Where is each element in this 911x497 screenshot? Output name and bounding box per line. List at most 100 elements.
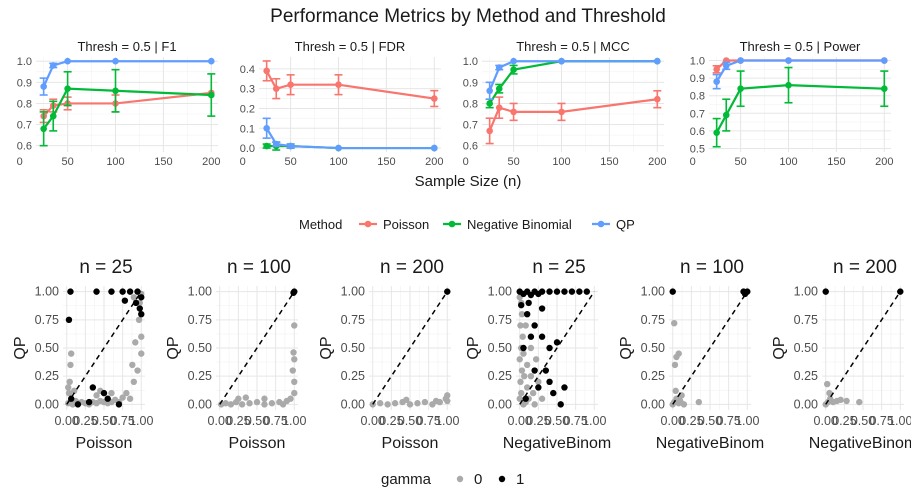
x-tick-label: 0.50	[698, 414, 722, 428]
scatter-point	[741, 290, 749, 298]
data-point	[713, 129, 720, 136]
scatter-point	[695, 398, 703, 406]
y-tick-label: 0.8	[17, 98, 32, 110]
scatter-point	[535, 384, 542, 391]
scatter-point	[522, 322, 529, 329]
x-tick-label: 0.75	[263, 414, 287, 428]
y-axis-label: QP	[318, 336, 335, 359]
scatter-point	[671, 361, 679, 369]
scatter-point	[289, 367, 296, 374]
data-point	[64, 57, 71, 65]
scatter-point	[65, 389, 73, 397]
scatter-point	[134, 288, 141, 295]
x-tick-label: 0	[463, 156, 469, 168]
scatter-point	[279, 401, 287, 408]
data-point	[510, 57, 517, 65]
scatter-point	[531, 367, 538, 374]
y-tick-label: 0.75	[641, 313, 665, 327]
data-point	[495, 64, 503, 71]
scatter-point	[669, 288, 676, 295]
y-tick-label: 0.25	[35, 369, 59, 383]
y-tick-label: 0.4	[240, 64, 255, 76]
scatter-point	[66, 378, 73, 386]
scatter-panel-1: n = 250.000.000.250.250.500.500.750.751.…	[12, 257, 153, 452]
scatter-point	[675, 350, 682, 357]
scatter-point	[516, 395, 523, 402]
data-point	[495, 104, 503, 111]
series-qp	[485, 57, 661, 101]
scatter-panel-4: n = 250.000.000.250.250.500.500.750.751.…	[465, 257, 611, 452]
gamma-legend-key	[498, 475, 506, 483]
x-tick-label: 150	[827, 156, 845, 168]
legend-label: Negative Binomial	[467, 217, 572, 232]
scatter-point	[561, 288, 568, 295]
y-tick-label: 0.50	[35, 341, 59, 355]
scatter-point	[384, 401, 391, 408]
data-point	[558, 108, 565, 116]
x-tick-label: 0.75	[716, 414, 740, 428]
scatter-point	[520, 350, 527, 357]
scatter-point	[108, 288, 115, 295]
x-tick-label: 50	[61, 156, 73, 168]
x-tick-label: 1.00	[888, 414, 911, 428]
y-tick-label: 0.75	[488, 313, 512, 327]
data-point	[272, 85, 280, 92]
data-point	[49, 62, 57, 69]
series-negative-binomial	[39, 68, 216, 147]
x-tick-label: 0.00	[661, 414, 685, 428]
y-tick-label: 1.0	[463, 56, 478, 68]
data-point	[40, 83, 47, 90]
gamma-legend: gamma 0 1	[381, 471, 524, 488]
scatter-point	[406, 401, 414, 408]
scatter-point	[123, 389, 130, 397]
scatter-point	[100, 389, 108, 397]
y-tick-label: 0.7	[690, 108, 705, 120]
series-line	[42, 87, 212, 130]
scatter-point	[535, 378, 542, 386]
scatter-point	[253, 398, 261, 406]
scatter-point	[138, 333, 145, 340]
gamma-legend-label: 1	[516, 471, 524, 488]
scatter-point	[671, 320, 678, 327]
data-point	[722, 111, 730, 119]
data-point	[207, 57, 215, 65]
x-tick-label: 0.75	[869, 414, 893, 428]
line-panel-1: Thresh = 0.5 | F1 0.6 0.7 0.8 0.9 1.0 0 50 100 15…	[17, 39, 221, 168]
y-tick-label: 0.0	[240, 143, 255, 155]
data-point	[653, 95, 661, 103]
legend-key-point	[364, 220, 372, 228]
x-tick-label: 0.50	[92, 414, 116, 428]
scatter-panel-6: n = 2000.000.000.250.250.500.500.750.751…	[771, 257, 911, 452]
panel-title: n = 200	[380, 257, 444, 278]
top-x-axis-label: Sample Size (n)	[415, 173, 522, 190]
y-tick-label: 0.6	[17, 141, 32, 153]
scatter-point	[132, 339, 139, 346]
method-legend-title: Method	[299, 217, 342, 232]
y-tick-label: 1.00	[188, 285, 212, 299]
identity-line	[519, 291, 595, 405]
scatter-point	[136, 305, 143, 312]
y-tick-label: 1.00	[341, 285, 365, 299]
panel-title: Thresh = 0.5 | Power	[740, 39, 861, 54]
scatter-point	[65, 384, 72, 391]
scatter-point	[553, 288, 561, 295]
data-point	[737, 57, 744, 64]
scatter-point	[522, 395, 529, 402]
scatter-point	[442, 395, 449, 402]
x-tick-label: 100	[779, 156, 797, 168]
y-tick-label: 0.50	[641, 341, 665, 355]
data-point	[112, 87, 119, 95]
scatter-panel-3: n = 2000.000.000.250.250.500.500.750.751…	[318, 257, 459, 452]
scatter-point	[65, 316, 73, 324]
y-tick-label: 0.6	[690, 126, 705, 138]
panel-title: Thresh = 0.5 | FDR	[295, 39, 406, 54]
y-tick-label: 0.9	[463, 77, 478, 89]
x-tick-label: 200	[875, 156, 893, 168]
series-qp	[262, 117, 438, 152]
data-point	[430, 144, 438, 152]
data-point	[287, 81, 294, 89]
scatter-point	[93, 392, 100, 399]
y-tick-label: 0.00	[341, 397, 365, 411]
identity-line	[672, 291, 748, 405]
y-tick-label: 0.50	[188, 341, 212, 355]
